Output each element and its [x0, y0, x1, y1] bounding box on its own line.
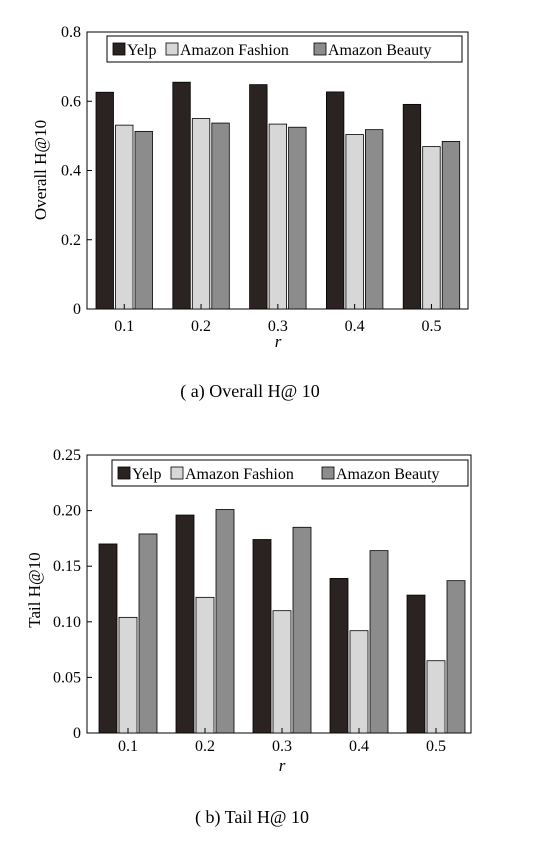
legend-label-amazon-beauty: Amazon Beauty	[336, 466, 440, 483]
x-tick-label: 0.5	[421, 318, 441, 335]
bar-amazon-fashion-0.4	[349, 630, 369, 734]
bar-yelp-0.3	[249, 84, 268, 310]
legend: Yelp Amazon Fashion Amazon Beauty	[106, 35, 463, 63]
bar-amazon-fashion-0.3	[268, 123, 288, 310]
bar-amazon-fashion-0.5	[426, 660, 446, 734]
bar-yelp-0.1	[95, 91, 114, 310]
y-tick-label: 0.15	[53, 558, 81, 575]
legend-label-amazon-fashion: Amazon Fashion	[180, 42, 289, 59]
y-ticks: 0 0.2 0.4 0.6 0.8	[61, 24, 92, 318]
bar-amazon-beauty-0.3	[292, 526, 312, 734]
bar-yelp-0.2	[172, 81, 191, 310]
legend-label-amazon-beauty: Amazon Beauty	[328, 42, 432, 59]
y-tick-label: 0.4	[61, 163, 81, 180]
legend-swatch-amazon-fashion	[165, 42, 179, 56]
x-axis-label: r	[279, 756, 286, 775]
x-tick-label: 0.4	[345, 318, 365, 335]
bar-amazon-beauty-0.2	[215, 509, 235, 734]
chart-tail: 0 0.05 0.10 0.15 0.20 0.25 0.1 0.2 0.3 0.4 0.5 Ta…	[25, 447, 472, 828]
bar-amazon-fashion-0.1	[115, 124, 134, 310]
caption-a: ( a) Overall H@ 10	[180, 381, 320, 402]
bar-amazon-beauty-0.5	[441, 141, 461, 310]
bar-yelp-0.5	[406, 594, 426, 734]
bar-amazon-beauty-0.1	[138, 533, 158, 734]
x-tick-label: 0.2	[195, 738, 215, 755]
legend-label-amazon-fashion: Amazon Fashion	[185, 466, 294, 483]
bar-amazon-fashion-0.4	[345, 134, 364, 310]
x-tick-label: 0.1	[114, 318, 134, 335]
x-tick-label: 0.3	[268, 318, 288, 335]
legend-label-yelp: Yelp	[132, 466, 162, 483]
x-tick-label: 0.3	[272, 738, 292, 755]
y-tick-label: 0.25	[53, 447, 81, 464]
bar-amazon-fashion-0.3	[272, 610, 292, 734]
x-ticks: 0.1 0.2 0.3 0.4 0.5	[114, 304, 441, 335]
x-tick-label: 0.4	[349, 738, 369, 755]
y-tick-label: 0.05	[53, 669, 81, 686]
caption-b: ( b) Tail H@ 10	[195, 807, 309, 828]
bar-yelp-0.4	[325, 91, 345, 310]
bar-amazon-beauty-0.1	[134, 130, 153, 310]
y-tick-label: 0.6	[61, 93, 81, 110]
y-axis-label: Overall H@10	[31, 120, 50, 220]
legend: Yelp Amazon Fashion Amazon Beauty	[111, 459, 469, 487]
bar-amazon-beauty-0.4	[369, 550, 389, 734]
legend-label-yelp: Yelp	[127, 42, 157, 59]
bar-amazon-beauty-0.3	[288, 126, 307, 310]
legend-swatch-yelp	[117, 466, 131, 480]
y-tick-label: 0.2	[61, 232, 81, 249]
x-tick-label: 0.5	[426, 738, 446, 755]
bar-amazon-beauty-0.2	[211, 122, 230, 310]
bar-yelp-0.3	[252, 539, 272, 734]
x-tick-label: 0.1	[118, 738, 138, 755]
y-tick-label: 0	[73, 725, 81, 742]
x-axis-label: r	[275, 332, 282, 351]
bar-yelp-0.4	[329, 578, 349, 734]
y-tick-label: 0.8	[61, 24, 81, 41]
bar-amazon-beauty-0.5	[446, 580, 466, 734]
legend-swatch-amazon-fashion	[170, 466, 184, 480]
bar-group	[98, 509, 466, 734]
x-tick-label: 0.2	[191, 318, 211, 335]
bar-group	[95, 81, 461, 310]
x-ticks: 0.1 0.2 0.3 0.4 0.5	[118, 728, 446, 755]
bar-yelp-0.5	[402, 103, 422, 310]
chart-overall: 0 0.2 0.4 0.6 0.8 0.1 0.2 0.3 0.4 0.5 Overall H@…	[31, 24, 469, 402]
bar-amazon-fashion-0.1	[118, 616, 138, 734]
legend-swatch-amazon-beauty	[321, 466, 335, 480]
y-axis-label: Tail H@10	[25, 552, 44, 627]
y-tick-label: 0.20	[53, 503, 81, 520]
y-tick-label: 0.10	[53, 614, 81, 631]
y-tick-label: 0	[73, 301, 81, 318]
bar-amazon-fashion-0.5	[422, 146, 441, 310]
bar-yelp-0.2	[175, 514, 195, 734]
bar-amazon-fashion-0.2	[191, 118, 211, 310]
bar-yelp-0.1	[98, 543, 118, 734]
bar-amazon-beauty-0.4	[364, 129, 384, 310]
y-ticks: 0 0.05 0.10 0.15 0.20 0.25	[53, 447, 92, 742]
legend-swatch-yelp	[112, 42, 126, 56]
bar-amazon-fashion-0.2	[195, 596, 215, 734]
legend-swatch-amazon-beauty	[313, 42, 327, 56]
